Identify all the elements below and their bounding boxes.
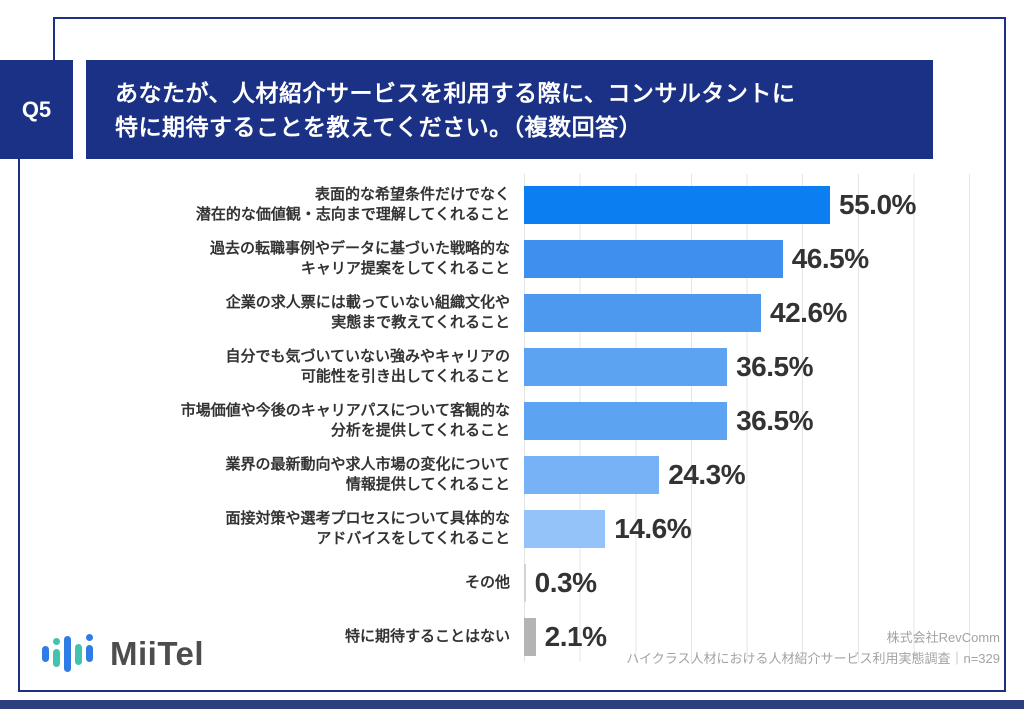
category-label: その他 [464,574,510,592]
value-label: 46.5% [791,243,869,274]
bar-row: 市場価値や今後のキャリアパスについて客観的な 分析を提供してくれること 36.5% [30,394,1010,448]
frame-border-top [53,17,1006,19]
value-label: 0.3% [534,567,597,598]
bar-track: 36.5% [524,402,1010,440]
bar [524,186,831,224]
bar-row: 面接対策や選考プロセスについて具体的な アドバイスをしてくれること 14.6% [30,502,1010,556]
bar [524,240,783,278]
bar-row: 自分でも気づいていない強みやキャリアの 可能性を引き出してくれること 36.5% [30,340,1010,394]
value-label: 2.1% [544,621,607,652]
frame-border-left [18,159,20,692]
bar [524,348,728,386]
value-label: 42.6% [770,297,847,328]
source-company: 株式会社RevComm [886,630,1000,645]
bar-row: 業界の最新動向や求人市場の変化について 情報提供してくれること 24.3% [30,448,1010,502]
bar [524,294,762,332]
bar-row: 特に期待することはない 2.1% [30,610,1010,664]
question-title-bar: あなたが、人材紹介サービスを利用する際に、コンサルタントに 特に期待することを教… [86,60,933,159]
bar-chart: 表面的な希望条件だけでなく 潜在的な価値観・志向まで理解してくれること 55.0% 過… [30,178,1010,664]
source-survey: ハイクラス人材における人材紹介サービス利用実態調査｜n=329 [626,650,1000,666]
question-title-line2: 特に期待することを教えてください。（複数回答） [115,113,643,140]
category-label: 過去の転職事例やデータに基づいた戦略的な キャリア提案をしてくれること [209,240,510,277]
bar [524,510,606,548]
bar-track: 0.3% [524,564,1010,602]
value-label: 55.0% [839,189,916,220]
bar-track: 55.0% [524,186,1010,224]
question-number: Q5 [21,96,52,122]
miitel-waveform-icon [40,630,100,678]
bar [524,402,728,440]
frame-border-bottom [18,690,1006,692]
category-label: 自分でも気づいていない強みやキャリアの 可能性を引き出してくれること [225,348,510,385]
question-title-line1: あなたが、人材紹介サービスを利用する際に、コンサルタントに [115,79,796,106]
bar-track: 46.5% [524,240,1010,278]
value-label: 14.6% [614,513,692,544]
bar-track: 24.3% [524,456,1010,494]
source-attribution: 株式会社RevComm ハイクラス人材における人材紹介サービス利用実態調査｜n=… [626,628,1000,670]
bar-row: 企業の求人票には載っていない組織文化や 実態まで教えてくれること 42.6% [30,286,1010,340]
question-number-badge: Q5 [0,60,73,159]
bar-track: 14.6% [524,510,1010,548]
miitel-logo: MiiTel [40,630,204,678]
slide-bottom-band [0,700,1024,709]
category-label: 面接対策や選考プロセスについて具体的な アドバイスをしてくれること [225,510,510,547]
bar-track: 42.6% [524,294,1010,332]
bar-track: 36.5% [524,348,1010,386]
bar [524,564,526,602]
category-label: 業界の最新動向や求人市場の変化について 情報提供してくれること [225,456,510,493]
category-label: 市場価値や今後のキャリアパスについて客観的な 分析を提供してくれること [180,402,510,439]
bar [524,618,536,656]
category-label: 表面的な希望条件だけでなく 潜在的な価値観・志向まで理解してくれること [195,186,510,223]
value-label: 36.5% [736,351,813,382]
bar-row: 表面的な希望条件だけでなく 潜在的な価値観・志向まで理解してくれること 55.0% [30,178,1010,232]
miitel-wordmark: MiiTel [110,635,205,672]
bar-row: 過去の転職事例やデータに基づいた戦略的な キャリア提案をしてくれること 46.5% [30,232,1010,286]
frame-border-topleft [53,17,55,61]
category-label: 特に期待することはない [344,628,510,646]
bar [524,456,660,494]
value-label: 24.3% [668,459,746,490]
bar-row: その他 0.3% [30,556,1010,610]
category-label: 企業の求人票には載っていない組織文化や 実態まで教えてくれること [225,294,510,331]
bar-track: 2.1% [524,618,1010,656]
frame-border-right [1004,17,1006,692]
value-label: 36.5% [736,405,813,436]
